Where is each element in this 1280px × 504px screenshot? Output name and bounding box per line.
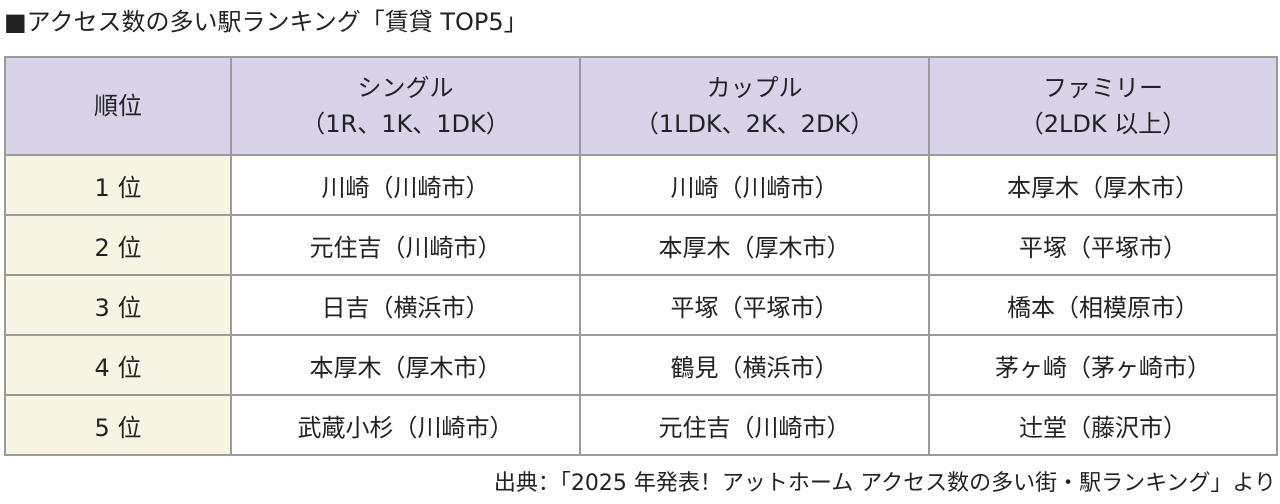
- table-row: 4 位 本厚木（厚木市） 鶴見（横浜市） 茅ヶ崎（茅ヶ崎市）: [4, 334, 1278, 396]
- couple-station-cell: 川崎（川崎市）: [579, 154, 930, 216]
- family-station-cell: 平塚（平塚市）: [928, 214, 1278, 276]
- single-station-cell: 日吉（横浜市）: [230, 274, 581, 336]
- couple-station-cell: 本厚木（厚木市）: [579, 214, 930, 276]
- couple-station-cell: 平塚（平塚市）: [579, 274, 930, 336]
- rank-cell: 5 位: [4, 394, 232, 456]
- header-rank: 順位: [4, 56, 232, 156]
- rank-cell: 2 位: [4, 214, 232, 276]
- table-row: 1 位 川崎（川崎市） 川崎（川崎市） 本厚木（厚木市）: [4, 154, 1278, 216]
- header-rank-label: 順位: [94, 92, 142, 120]
- header-family-sub: （2LDK 以上）: [1019, 110, 1187, 138]
- single-station-cell: 本厚木（厚木市）: [230, 334, 581, 396]
- header-couple: カップル （1LDK、2K、2DK）: [579, 56, 930, 156]
- table-row: 3 位 日吉（横浜市） 平塚（平塚市） 橋本（相模原市）: [4, 274, 1278, 336]
- table-row: 2 位 元住吉（川崎市） 本厚木（厚木市） 平塚（平塚市）: [4, 214, 1278, 276]
- header-couple-sub: （1LDK、2K、2DK）: [634, 110, 875, 138]
- header-family: ファミリー （2LDK 以上）: [928, 56, 1278, 156]
- page-title: ■アクセス数の多い駅ランキング「賃貸 TOP5」: [4, 8, 528, 36]
- source-citation: 出典：「2025 年発表！アットホーム アクセス数の多い街・駅ランキング」より: [493, 471, 1276, 496]
- family-station-cell: 茅ヶ崎（茅ヶ崎市）: [928, 334, 1278, 396]
- family-station-cell: 辻堂（藤沢市）: [928, 394, 1278, 456]
- rank-cell: 4 位: [4, 334, 232, 396]
- family-station-cell: 橋本（相模原市）: [928, 274, 1278, 336]
- header-single-sub: （1R、1K、1DK）: [301, 110, 510, 138]
- single-station-cell: 元住吉（川崎市）: [230, 214, 581, 276]
- ranking-table: 順位 シングル （1R、1K、1DK） カップル （1LDK、2K、2DK） フ…: [4, 56, 1278, 456]
- rank-cell: 1 位: [4, 154, 232, 216]
- couple-station-cell: 元住吉（川崎市）: [579, 394, 930, 456]
- table-row: 5 位 武蔵小杉（川崎市） 元住吉（川崎市） 辻堂（藤沢市）: [4, 394, 1278, 456]
- ranking-table-container: 順位 シングル （1R、1K、1DK） カップル （1LDK、2K、2DK） フ…: [4, 56, 1278, 456]
- header-single-label: シングル: [357, 74, 454, 102]
- couple-station-cell: 鶴見（横浜市）: [579, 334, 930, 396]
- header-couple-label: カップル: [706, 74, 803, 102]
- header-single: シングル （1R、1K、1DK）: [230, 56, 581, 156]
- single-station-cell: 武蔵小杉（川崎市）: [230, 394, 581, 456]
- header-family-label: ファミリー: [1043, 74, 1163, 102]
- single-station-cell: 川崎（川崎市）: [230, 154, 581, 216]
- rank-cell: 3 位: [4, 274, 232, 336]
- table-header-row: 順位 シングル （1R、1K、1DK） カップル （1LDK、2K、2DK） フ…: [4, 56, 1278, 156]
- family-station-cell: 本厚木（厚木市）: [928, 154, 1278, 216]
